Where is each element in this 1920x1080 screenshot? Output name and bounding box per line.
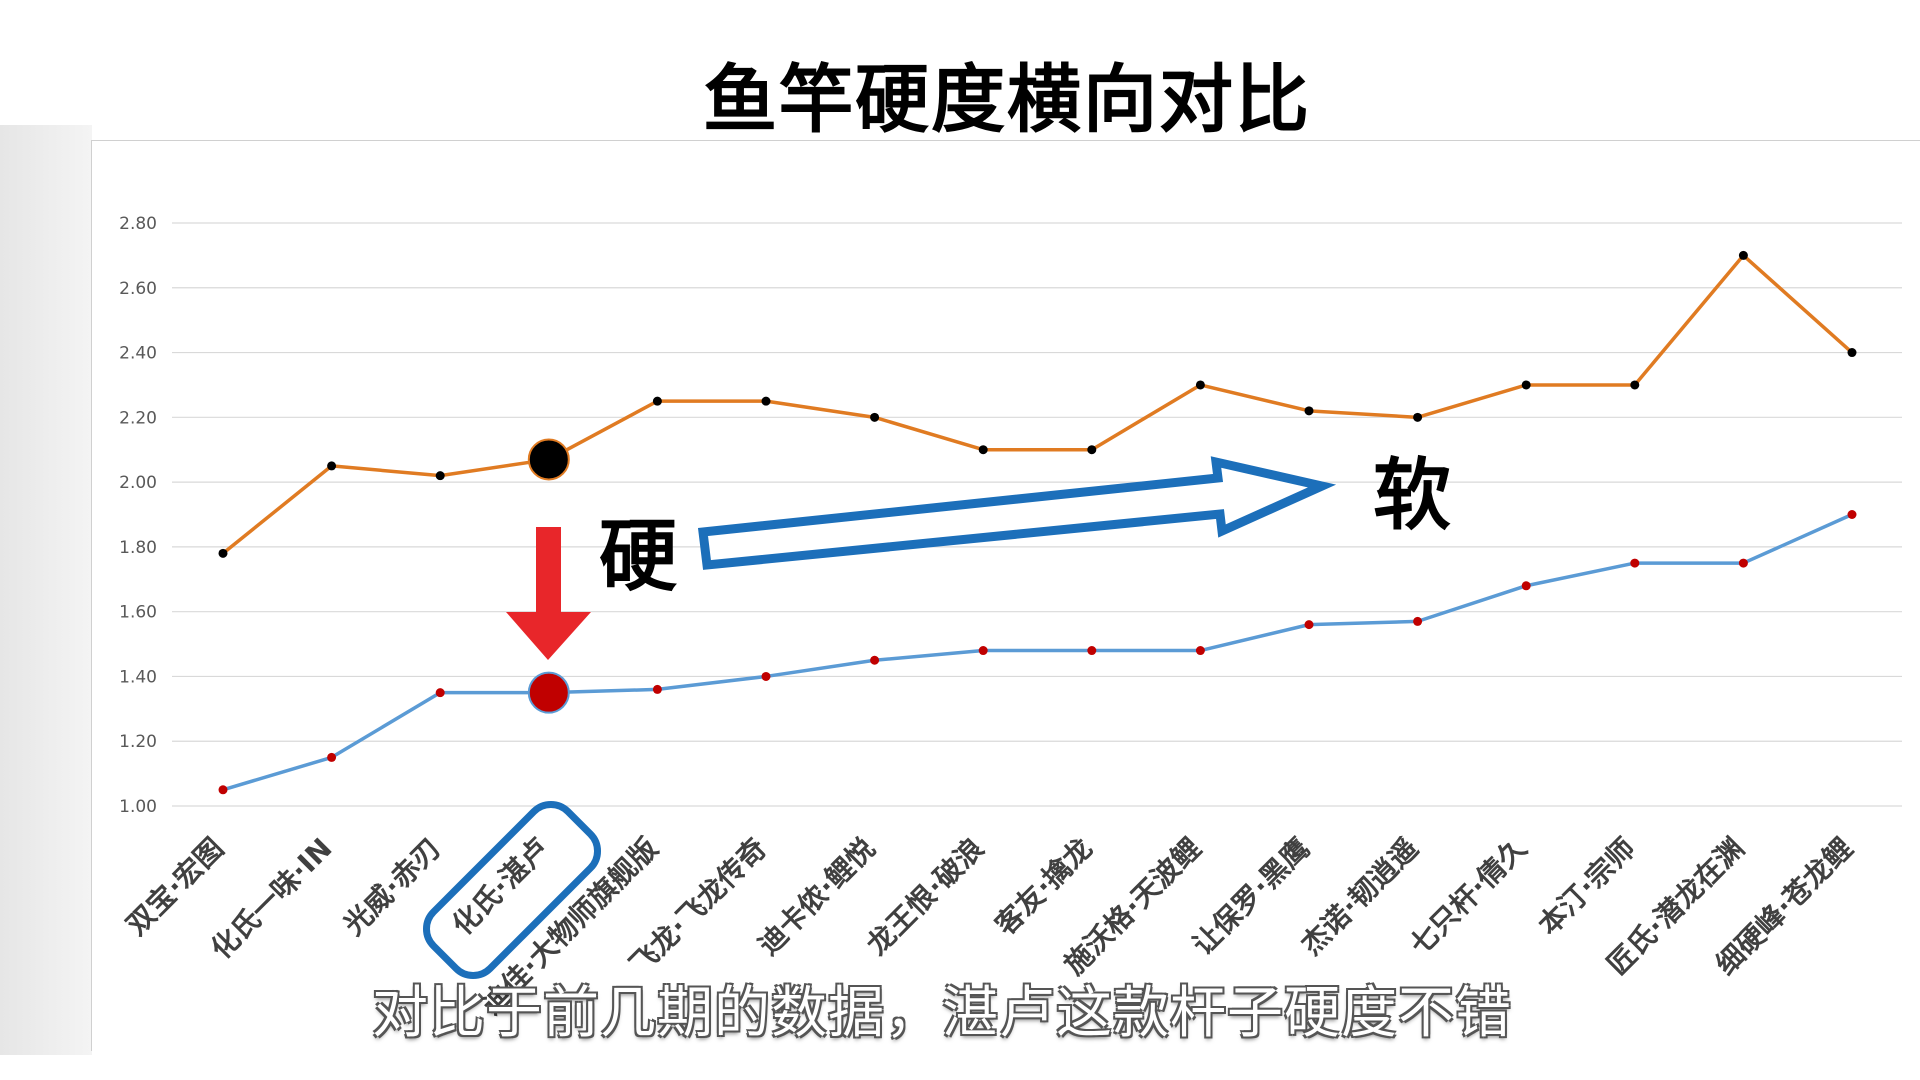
y-tick-label: 2.40 <box>119 344 157 364</box>
y-tick-label: 1.80 <box>119 538 157 558</box>
data-point <box>1413 616 1423 626</box>
data-point <box>1630 558 1640 568</box>
series-line-1 <box>221 253 1854 555</box>
y-tick-label: 1.40 <box>119 667 157 687</box>
y-tick-label: 2.60 <box>119 279 157 299</box>
data-point <box>1304 620 1314 630</box>
soft-label: 软 <box>1373 451 1451 541</box>
data-point <box>218 548 228 558</box>
y-tick-label: 2.20 <box>119 408 157 428</box>
data-point <box>1413 412 1423 422</box>
annotations: 硬 软 <box>422 451 1451 980</box>
x-tick-label: 客友·擒龙 <box>989 832 1099 942</box>
y-tick-label: 2.80 <box>119 214 157 234</box>
data-point <box>1304 406 1314 416</box>
data-point <box>870 412 880 422</box>
data-point <box>870 655 880 665</box>
x-tick-label: 双宝·宏图 <box>120 832 230 942</box>
series-layer <box>218 250 1857 795</box>
x-tick-label: 迪卡侬·鲤悦 <box>752 832 882 962</box>
data-point <box>1087 445 1097 455</box>
data-point <box>1847 510 1857 519</box>
data-point <box>1738 558 1748 568</box>
x-tick-label: 让保罗·黑鹰 <box>1186 832 1316 962</box>
data-point <box>527 671 570 714</box>
y-tick-label: 1.00 <box>119 797 157 817</box>
y-tick-label: 2.00 <box>119 473 157 493</box>
right-arrow-icon <box>697 456 1337 570</box>
data-point <box>1847 348 1857 358</box>
x-tick-label: 光威·赤刃 <box>336 832 447 943</box>
chart-area <box>91 140 1920 1051</box>
x-tick-label: 龙王恨·破浪 <box>860 832 990 962</box>
data-point <box>1195 646 1205 656</box>
data-point <box>327 461 337 471</box>
video-subtitle: 对比于前几期的数据，湛卢这款杆子硬度不错 <box>372 981 1512 1046</box>
left-background-panel <box>0 125 92 1055</box>
data-point <box>1630 380 1640 390</box>
x-tick-label: 杰诺·韧逍遥 <box>1295 832 1425 962</box>
data-point <box>761 671 771 681</box>
y-tick-label: 1.60 <box>119 603 157 623</box>
x-tick-label: 七只杆·倩久 <box>1403 832 1533 962</box>
data-point <box>652 684 662 694</box>
data-point <box>1521 581 1531 591</box>
data-point <box>435 688 445 698</box>
y-axis: 1.00 1.20 1.40 1.60 1.80 2.00 2.20 2.40 2.60 2.80 <box>119 214 157 817</box>
grid-lines <box>172 222 1902 807</box>
data-point <box>218 785 228 795</box>
page-title: 鱼竿硬度横向对比 <box>703 57 1311 143</box>
data-point <box>978 646 988 656</box>
hard-label: 硬 <box>599 512 677 602</box>
down-arrow-icon <box>506 527 591 660</box>
data-point <box>652 396 662 406</box>
data-point <box>327 752 337 762</box>
series-line-2 <box>222 512 1853 792</box>
data-point <box>1738 250 1748 260</box>
data-point <box>761 396 771 406</box>
data-point <box>1521 380 1531 390</box>
x-tick-label: 本汀·宗师 <box>1532 832 1642 942</box>
data-point <box>1087 646 1097 656</box>
data-point <box>978 445 988 455</box>
y-tick-label: 1.20 <box>119 732 157 752</box>
highlight-box <box>422 800 602 980</box>
data-point <box>435 471 445 481</box>
data-point <box>1195 380 1205 390</box>
data-point <box>527 438 570 481</box>
